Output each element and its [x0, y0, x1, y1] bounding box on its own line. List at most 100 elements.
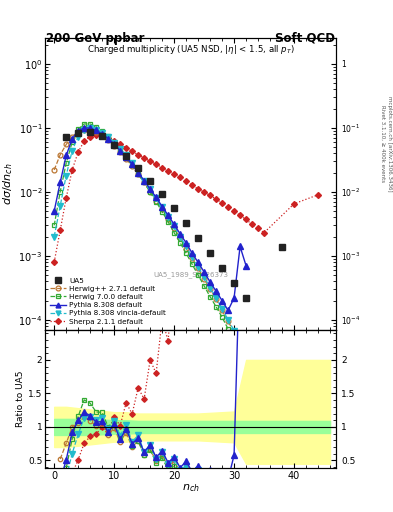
Herwig 7.0.0 default: [244, 360, 248, 366]
Herwig++ 2.7.1 default: [136, 171, 140, 177]
Pythia 8.308 vincia-default: [256, 371, 261, 377]
UA5: [208, 250, 213, 257]
Pythia 8.308 vincia-default: [238, 338, 242, 345]
Sherpa 2.1.1 default: [52, 259, 57, 265]
Sherpa 2.1.1 default: [142, 155, 147, 161]
Sherpa 2.1.1 default: [82, 138, 86, 144]
Sherpa 2.1.1 default: [124, 144, 129, 151]
Herwig++ 2.7.1 default: [124, 156, 129, 162]
UA5: [244, 295, 248, 301]
Sherpa 2.1.1 default: [88, 134, 92, 140]
Herwig 7.0.0 default: [136, 171, 140, 177]
Herwig 7.0.0 default: [58, 189, 62, 195]
Sherpa 2.1.1 default: [148, 158, 152, 164]
Herwig++ 2.7.1 default: [244, 352, 248, 358]
Sherpa 2.1.1 default: [112, 138, 116, 144]
Sherpa 2.1.1 default: [136, 152, 140, 158]
Pythia 8.308 default: [88, 125, 92, 131]
Herwig 7.0.0 default: [88, 121, 92, 127]
Pythia 8.308 default: [184, 240, 189, 246]
Herwig 7.0.0 default: [130, 162, 134, 168]
Sherpa 2.1.1 default: [184, 178, 189, 184]
Pythia 8.308 vincia-default: [142, 178, 147, 184]
Herwig 7.0.0 default: [202, 283, 206, 289]
Sherpa 2.1.1 default: [100, 133, 105, 139]
Pythia 8.308 default: [214, 288, 219, 294]
Pythia 8.308 default: [58, 179, 62, 185]
Pythia 8.308 vincia-default: [106, 134, 110, 140]
Pythia 8.308 vincia-default: [82, 127, 86, 133]
Herwig 7.0.0 default: [250, 371, 254, 377]
Pythia 8.308 vincia-default: [124, 153, 129, 159]
UA5: [148, 178, 152, 184]
Herwig++ 2.7.1 default: [106, 137, 110, 143]
Herwig 7.0.0 default: [184, 250, 189, 257]
Herwig++ 2.7.1 default: [250, 365, 254, 371]
Pythia 8.308 default: [190, 250, 195, 257]
Pythia 8.308 vincia-default: [214, 295, 219, 301]
Sherpa 2.1.1 default: [172, 171, 176, 177]
Herwig 7.0.0 default: [262, 396, 266, 402]
Sherpa 2.1.1 default: [238, 212, 242, 219]
Y-axis label: $d\sigma/dn_{ch}$: $d\sigma/dn_{ch}$: [2, 163, 15, 205]
Pythia 8.308 vincia-default: [70, 147, 75, 154]
Sherpa 2.1.1 default: [130, 148, 134, 155]
Pythia 8.308 default: [64, 153, 68, 159]
Pythia 8.308 vincia-default: [208, 285, 213, 291]
Herwig++ 2.7.1 default: [58, 152, 62, 158]
Pythia 8.308 default: [172, 221, 176, 227]
Pythia 8.308 default: [208, 279, 213, 285]
Herwig++ 2.7.1 default: [190, 255, 195, 261]
Pythia 8.308 default: [154, 194, 158, 200]
Herwig 7.0.0 default: [214, 304, 219, 310]
UA5: [232, 280, 237, 286]
Sherpa 2.1.1 default: [70, 167, 75, 173]
Herwig++ 2.7.1 default: [112, 142, 116, 148]
Legend: UA5, Herwig++ 2.7.1 default, Herwig 7.0.0 default, Pythia 8.308 default, Pythia : UA5, Herwig++ 2.7.1 default, Herwig 7.0.…: [48, 275, 168, 327]
UA5: [64, 134, 68, 140]
Pythia 8.308 vincia-default: [202, 274, 206, 280]
Herwig 7.0.0 default: [226, 326, 230, 332]
Pythia 8.308 default: [220, 297, 224, 304]
Herwig++ 2.7.1 default: [82, 126, 86, 133]
Herwig 7.0.0 default: [142, 179, 147, 185]
Line: Herwig++ 2.7.1 default: Herwig++ 2.7.1 default: [52, 127, 266, 393]
Herwig 7.0.0 default: [76, 126, 81, 133]
Herwig 7.0.0 default: [112, 139, 116, 145]
Herwig++ 2.7.1 default: [184, 245, 189, 251]
Pythia 8.308 vincia-default: [148, 186, 152, 193]
Pythia 8.308 default: [166, 212, 171, 219]
UA5: [160, 191, 165, 197]
Herwig 7.0.0 default: [70, 139, 75, 145]
Herwig++ 2.7.1 default: [118, 149, 123, 155]
UA5: [124, 153, 129, 159]
Herwig 7.0.0 default: [148, 189, 152, 195]
Pythia 8.308 vincia-default: [196, 264, 200, 270]
Herwig++ 2.7.1 default: [154, 198, 158, 204]
Herwig 7.0.0 default: [196, 272, 200, 278]
UA5: [100, 133, 105, 139]
UA5: [76, 130, 81, 136]
Herwig++ 2.7.1 default: [52, 167, 57, 173]
Pythia 8.308 vincia-default: [154, 195, 158, 201]
Herwig 7.0.0 default: [64, 160, 68, 166]
Pythia 8.308 vincia-default: [178, 233, 182, 240]
Herwig++ 2.7.1 default: [262, 388, 266, 394]
Herwig 7.0.0 default: [172, 229, 176, 236]
Herwig++ 2.7.1 default: [100, 132, 105, 138]
Herwig++ 2.7.1 default: [88, 127, 92, 133]
Pythia 8.308 default: [124, 154, 129, 160]
Herwig 7.0.0 default: [238, 349, 242, 355]
Pythia 8.308 vincia-default: [184, 243, 189, 249]
Pythia 8.308 vincia-default: [94, 126, 99, 133]
Herwig 7.0.0 default: [178, 240, 182, 246]
Pythia 8.308 default: [226, 307, 230, 313]
Sherpa 2.1.1 default: [250, 221, 254, 227]
Sherpa 2.1.1 default: [316, 191, 320, 198]
Sherpa 2.1.1 default: [256, 225, 261, 231]
Sherpa 2.1.1 default: [94, 133, 99, 139]
Pythia 8.308 vincia-default: [232, 328, 237, 334]
Herwig 7.0.0 default: [166, 219, 171, 225]
Pythia 8.308 default: [178, 231, 182, 237]
Pythia 8.308 vincia-default: [88, 125, 92, 132]
